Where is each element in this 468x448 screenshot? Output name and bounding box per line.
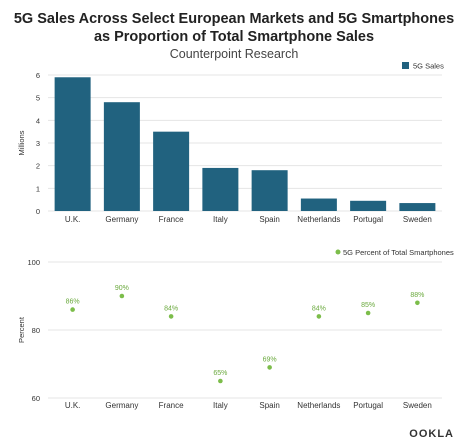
dot-x-tick-label: Germany	[105, 401, 138, 410]
bar-y-tick-label: 2	[36, 162, 40, 171]
chart-title-line-1: 5G Sales Across Select European Markets …	[13, 11, 455, 27]
data-point	[218, 378, 223, 384]
bar-x-tick-label: Germany	[105, 215, 138, 224]
bar-x-tick-label: France	[159, 215, 184, 224]
data-label: 65%	[213, 370, 227, 377]
dot-x-tick-label: Italy	[213, 401, 228, 410]
bar-x-tick-label: Italy	[213, 215, 228, 224]
dot-y-axis-label: Percent	[17, 316, 26, 343]
data-label: 69%	[263, 356, 277, 363]
bar-x-tick-label: U.K.	[65, 215, 81, 224]
bar	[54, 77, 91, 212]
bar-chart: 0 1 2 3 4 5 6 Millions U.K. Germany France Italy Spa…	[17, 62, 444, 225]
data-point	[415, 300, 420, 306]
bar	[300, 198, 337, 211]
bar-y-tick-label: 6	[36, 71, 40, 80]
bar	[202, 167, 239, 211]
ookla-logo: OOKLA	[409, 428, 454, 440]
bar	[103, 102, 140, 211]
dot-legend-label: 5G Percent of Total Smartphones	[343, 248, 454, 257]
data-label: 86%	[66, 299, 80, 306]
data-label: 85%	[361, 302, 375, 309]
bar-y-tick-label: 3	[36, 139, 40, 148]
data-point	[168, 314, 174, 319]
dot-x-tick-label: Spain	[259, 401, 279, 410]
dot-y-tick-label: 100	[27, 258, 40, 267]
chart-subtitle: Counterpoint Research	[169, 47, 299, 61]
data-label: 90%	[115, 285, 129, 292]
bar-y-axis-label: Millions	[17, 130, 26, 155]
chart-title-line-2: as Proportion of Total Smartphone Sales	[93, 29, 375, 45]
bar-legend-swatch	[402, 62, 409, 69]
dot-legend-marker	[335, 249, 341, 255]
dot-x-tick-label: Sweden	[403, 401, 432, 410]
dot-x-tick-label: Netherlands	[297, 401, 340, 410]
data-point	[70, 307, 75, 312]
dot-chart: 60 80 100 Percent 86% U.K. 90% Germany 84% France…	[17, 248, 454, 410]
bar-y-tick-label: 4	[36, 116, 40, 125]
bar	[251, 170, 288, 211]
dot-y-tick-label: 60	[32, 394, 40, 403]
data-label: 84%	[164, 305, 178, 312]
bar-x-tick-label: Portugal	[353, 215, 383, 224]
data-label: 88%	[410, 292, 424, 299]
dot-x-tick-label: Portugal	[353, 401, 383, 410]
data-label: 84%	[312, 305, 326, 312]
bar-y-tick-label: 5	[36, 94, 40, 103]
bar	[153, 131, 190, 211]
data-point	[365, 310, 371, 316]
data-point	[267, 365, 272, 370]
data-point	[119, 293, 125, 299]
data-point	[316, 314, 322, 319]
bar-x-tick-label: Netherlands	[297, 215, 340, 224]
bar	[350, 200, 387, 211]
dot-x-tick-label: France	[159, 401, 184, 410]
dot-x-tick-label: U.K.	[65, 401, 81, 410]
bar-y-tick-label: 1	[36, 184, 40, 193]
bar-x-tick-label: Spain	[259, 215, 279, 224]
bar	[399, 203, 436, 211]
bar-y-tick-label: 0	[36, 207, 40, 216]
dot-y-tick-label: 80	[32, 326, 40, 335]
bar-x-tick-label: Sweden	[403, 215, 432, 224]
bar-legend-label: 5G Sales	[413, 62, 444, 71]
